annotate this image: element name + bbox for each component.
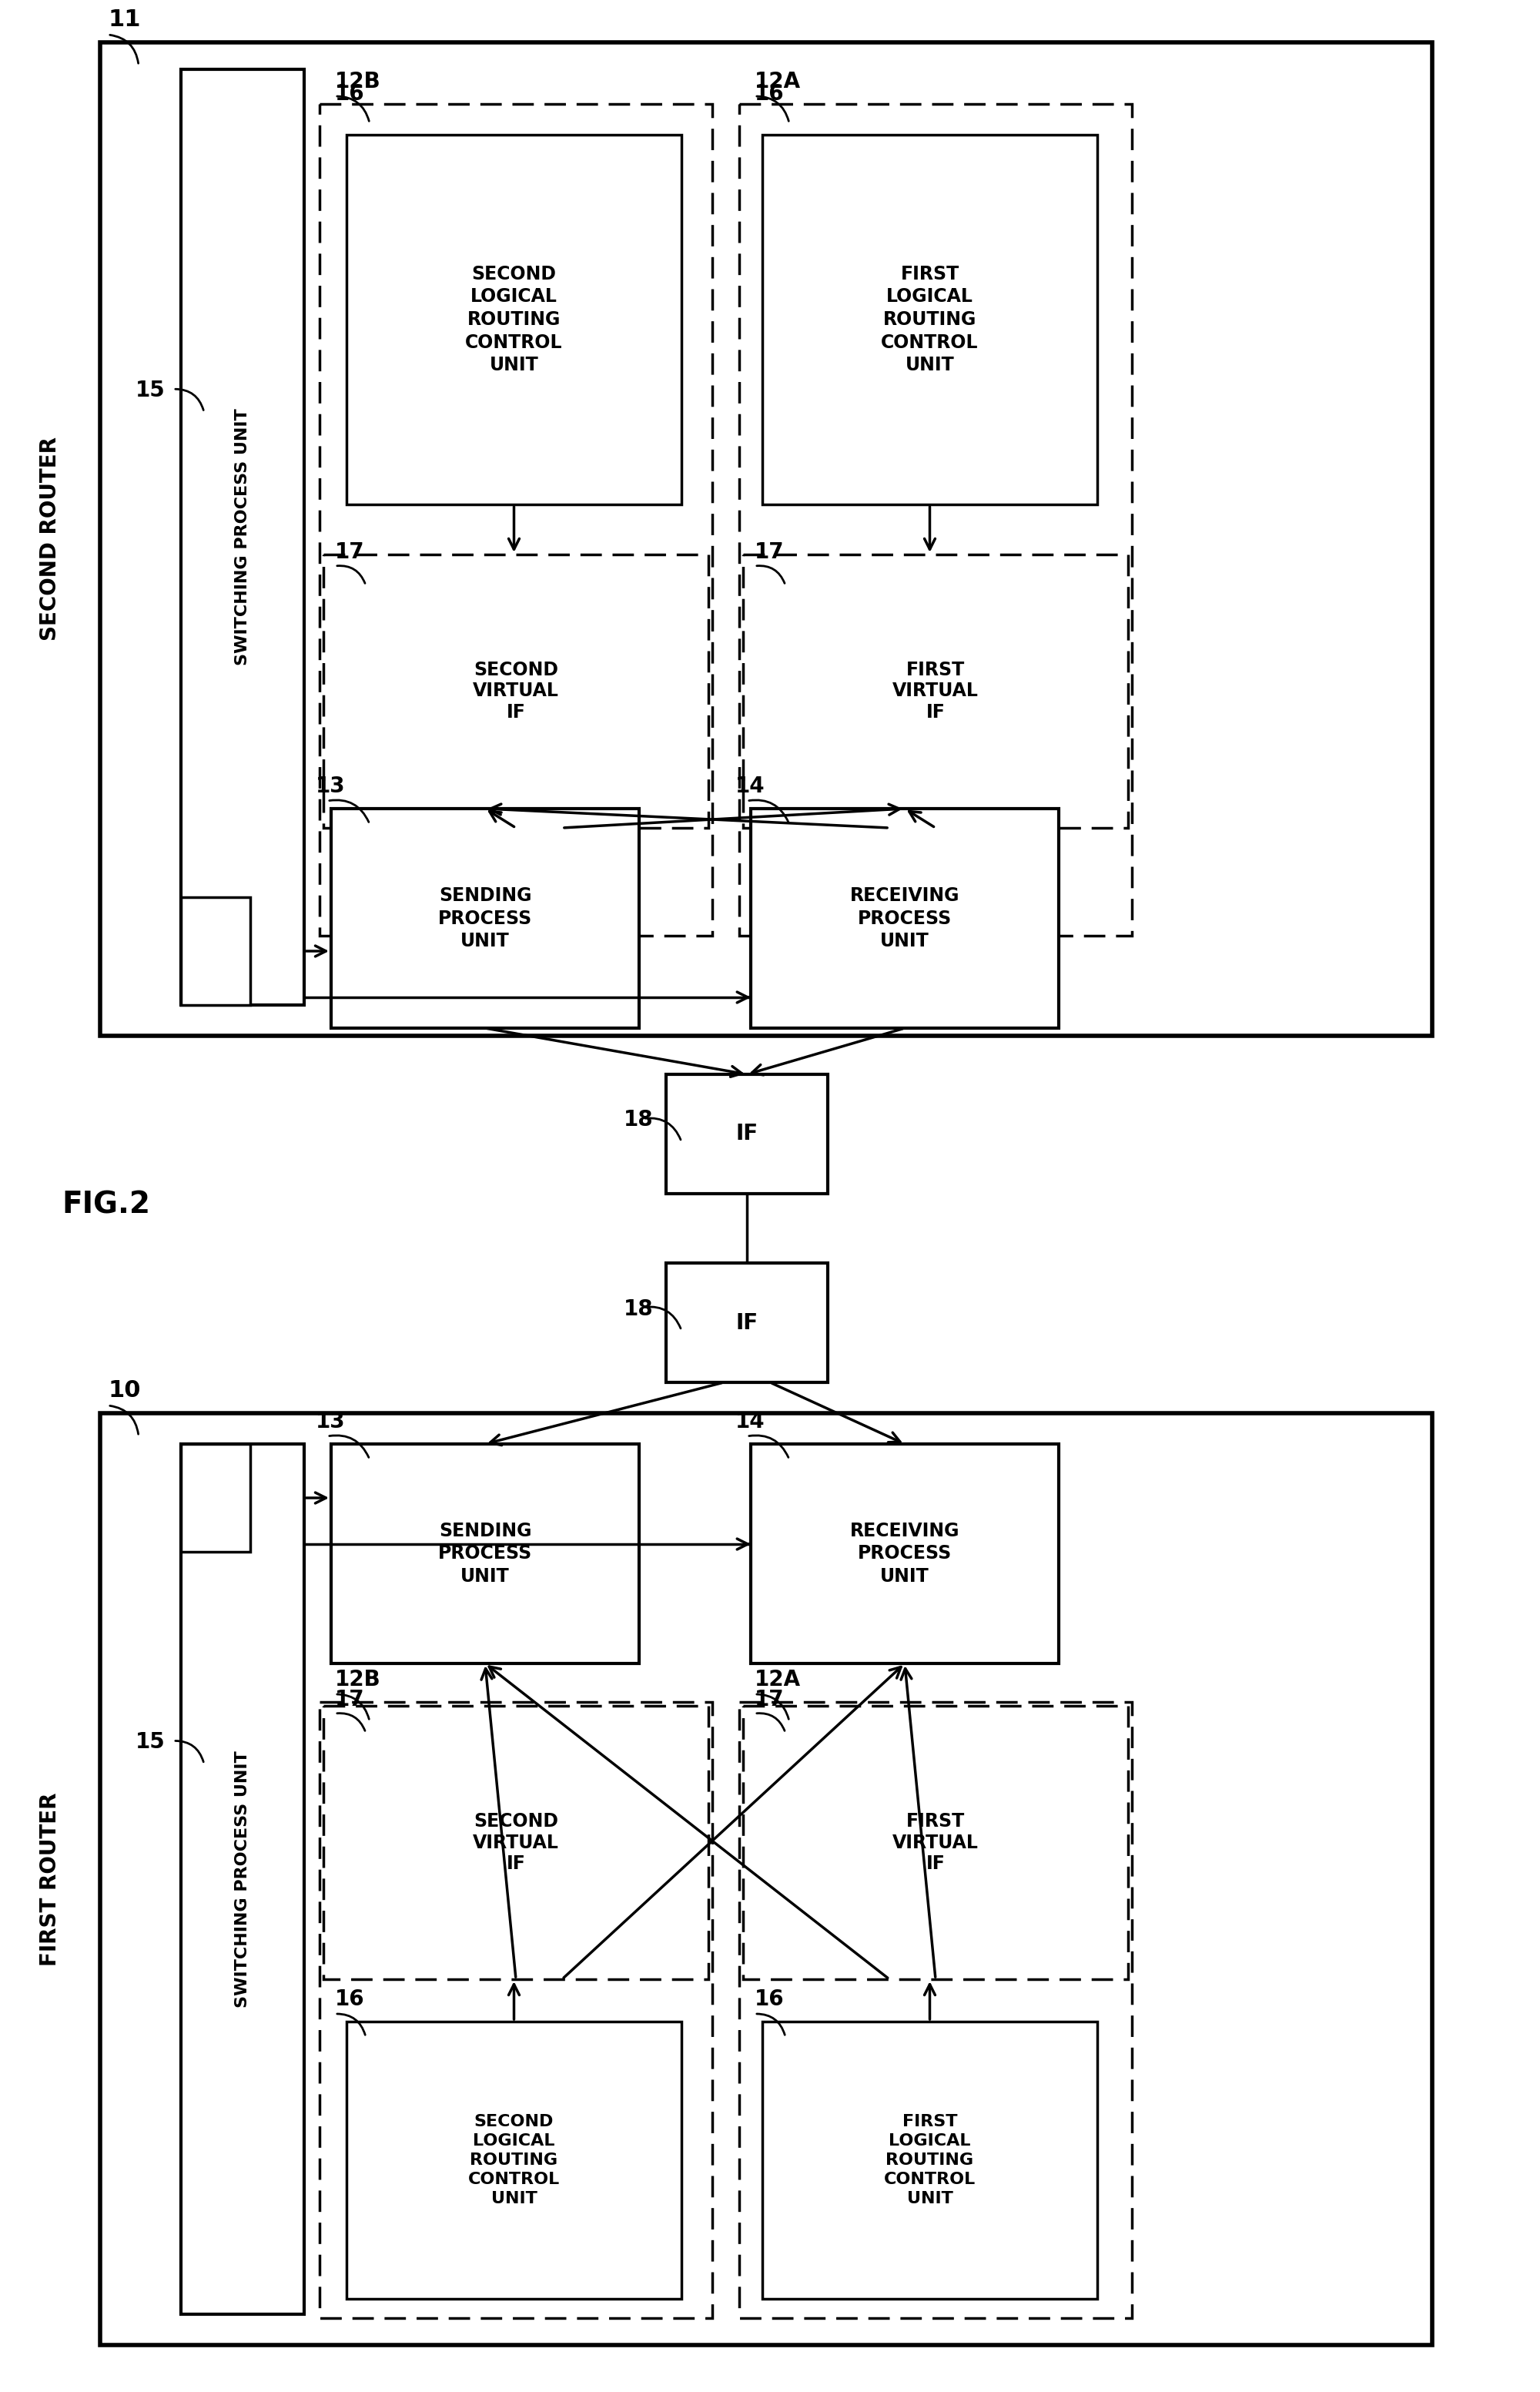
Bar xyxy=(739,1703,1132,2318)
Bar xyxy=(323,555,708,828)
Bar xyxy=(331,1445,639,1662)
Text: SECOND
VIRTUAL
IF: SECOND VIRTUAL IF xyxy=(473,660,559,722)
Text: FIRST
VIRTUAL
IF: FIRST VIRTUAL IF xyxy=(893,660,978,722)
Bar xyxy=(323,1705,708,1978)
Text: 14: 14 xyxy=(736,1411,765,1433)
Text: FIRST
VIRTUAL
IF: FIRST VIRTUAL IF xyxy=(893,1811,978,1873)
Bar xyxy=(320,103,711,935)
Text: 17: 17 xyxy=(336,1689,365,1710)
Text: 13: 13 xyxy=(316,775,345,797)
Text: 17: 17 xyxy=(755,1689,784,1710)
Text: 15: 15 xyxy=(136,380,166,402)
Text: RECEIVING
PROCESS
UNIT: RECEIVING PROCESS UNIT xyxy=(850,1521,959,1586)
Text: 12A: 12A xyxy=(755,72,801,93)
Text: FIRST
LOGICAL
ROUTING
CONTROL
UNIT: FIRST LOGICAL ROUTING CONTROL UNIT xyxy=(884,2115,976,2205)
Text: SECOND
LOGICAL
ROUTING
CONTROL
UNIT: SECOND LOGICAL ROUTING CONTROL UNIT xyxy=(465,266,562,376)
Bar xyxy=(762,134,1096,505)
Bar xyxy=(762,2021,1096,2299)
Bar xyxy=(346,2021,681,2299)
Bar xyxy=(182,69,305,1005)
Bar xyxy=(182,1445,249,1552)
Text: 18: 18 xyxy=(624,1299,653,1320)
Text: 12B: 12B xyxy=(336,1670,380,1691)
Bar xyxy=(346,134,681,505)
Text: 14: 14 xyxy=(736,775,765,797)
Text: 12A: 12A xyxy=(755,1670,801,1691)
Bar xyxy=(182,897,249,1005)
Text: 17: 17 xyxy=(755,541,784,562)
Bar xyxy=(742,1705,1127,1978)
Text: IF: IF xyxy=(736,1124,758,1146)
Bar xyxy=(752,808,1060,1029)
Text: IF: IF xyxy=(736,1311,758,1332)
Text: SWITCHING PROCESS UNIT: SWITCHING PROCESS UNIT xyxy=(234,409,249,665)
Bar xyxy=(665,1074,829,1194)
Bar xyxy=(665,1263,829,1383)
Text: FIRST ROUTER: FIRST ROUTER xyxy=(40,1792,62,1966)
Text: FIRST
LOGICAL
ROUTING
CONTROL
UNIT: FIRST LOGICAL ROUTING CONTROL UNIT xyxy=(881,266,978,376)
Text: 12B: 12B xyxy=(336,72,380,93)
Bar xyxy=(739,103,1132,935)
Text: RECEIVING
PROCESS
UNIT: RECEIVING PROCESS UNIT xyxy=(850,887,959,950)
Bar xyxy=(752,1445,1060,1662)
Text: SENDING
PROCESS
UNIT: SENDING PROCESS UNIT xyxy=(437,887,533,950)
Bar xyxy=(320,1703,711,2318)
Text: 11: 11 xyxy=(108,10,140,31)
Bar xyxy=(182,1445,305,2313)
Text: 10: 10 xyxy=(108,1380,140,1402)
Text: 18: 18 xyxy=(624,1110,653,1131)
Text: SENDING
PROCESS
UNIT: SENDING PROCESS UNIT xyxy=(437,1521,533,1586)
Text: FIG.2: FIG.2 xyxy=(62,1191,151,1220)
Text: 16: 16 xyxy=(755,1988,784,2009)
Text: SECOND
VIRTUAL
IF: SECOND VIRTUAL IF xyxy=(473,1811,559,1873)
Text: 17: 17 xyxy=(336,541,365,562)
Text: 16: 16 xyxy=(336,84,365,105)
Bar xyxy=(100,43,1432,1036)
Text: 16: 16 xyxy=(336,1988,365,2009)
Bar xyxy=(331,808,639,1029)
Text: 15: 15 xyxy=(136,1732,166,1753)
Text: 16: 16 xyxy=(755,84,784,105)
Text: SECOND ROUTER: SECOND ROUTER xyxy=(40,438,62,641)
Text: SECOND
LOGICAL
ROUTING
CONTROL
UNIT: SECOND LOGICAL ROUTING CONTROL UNIT xyxy=(468,2115,561,2205)
Bar xyxy=(100,1414,1432,2344)
Text: 13: 13 xyxy=(316,1411,345,1433)
Bar xyxy=(742,555,1127,828)
Text: SWITCHING PROCESS UNIT: SWITCHING PROCESS UNIT xyxy=(234,1751,249,2007)
